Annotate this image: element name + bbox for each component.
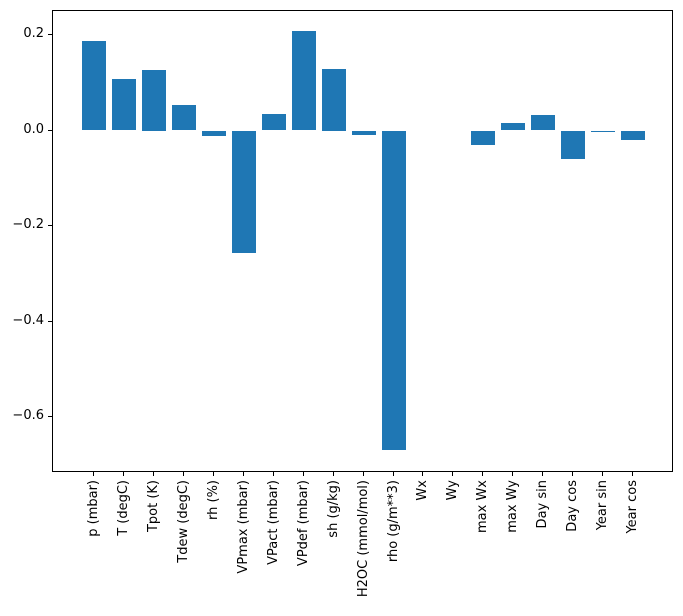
x-tick-mark — [482, 472, 483, 476]
plot-area — [52, 10, 673, 472]
x-tick-label-rh: rh (%) — [206, 480, 221, 520]
x-tick-label-wy: Wy — [445, 480, 460, 501]
x-tick-mark — [153, 472, 154, 476]
x-tick-label-h2oc-mmol-mol: H2OC (mmol/mol) — [356, 480, 371, 598]
bar-sh-g-kg — [322, 69, 346, 131]
x-tick-mark — [632, 472, 633, 476]
y-tick-label: −0.2 — [12, 217, 44, 232]
x-tick-label-wx: Wx — [415, 480, 430, 501]
bar-tdew-degc — [172, 105, 196, 130]
bar-rh — [202, 131, 226, 136]
x-tick-label-tpot-k: Tpot (K) — [146, 480, 161, 533]
bar-vpact-mbar — [262, 114, 286, 130]
x-tick-label-vpact-mbar: VPact (mbar) — [266, 480, 281, 565]
y-tick-mark — [48, 34, 52, 35]
bar-day-sin — [531, 115, 555, 130]
bar-max-wy — [501, 123, 525, 130]
x-tick-label-tdew-degc: Tdew (degC) — [176, 480, 191, 563]
y-tick-mark — [48, 416, 52, 417]
x-tick-label-p-mbar: p (mbar) — [86, 480, 101, 537]
x-tick-label-year-cos: Year cos — [625, 480, 640, 534]
bar-year-sin — [591, 131, 615, 132]
x-tick-label-t-degc: T (degC) — [116, 480, 131, 536]
x-tick-label-vpmax-mbar: VPmax (mbar) — [236, 480, 251, 574]
x-tick-label-day-cos: Day cos — [565, 480, 580, 532]
bar-t-degc — [112, 79, 136, 130]
bar-rho-g-m-3 — [382, 131, 406, 450]
x-tick-label-year-sin: Year sin — [595, 480, 610, 531]
y-tick-mark — [48, 130, 52, 131]
x-tick-label-vpdef-mbar: VPdef (mbar) — [296, 480, 311, 567]
y-tick-mark — [48, 321, 52, 322]
x-tick-mark — [452, 472, 453, 476]
x-tick-mark — [213, 472, 214, 476]
x-tick-mark — [123, 472, 124, 476]
y-tick-label: 0.2 — [23, 26, 44, 41]
y-tick-label: 0.0 — [23, 122, 44, 137]
x-tick-mark — [542, 472, 543, 476]
x-tick-mark — [303, 472, 304, 476]
bar-day-cos — [561, 131, 585, 159]
x-tick-label-rho-g-m-3: rho (g/m**3) — [386, 480, 401, 563]
x-tick-mark — [422, 472, 423, 476]
x-tick-mark — [363, 472, 364, 476]
y-tick-label: −0.4 — [12, 313, 44, 328]
x-tick-label-max-wy: max Wy — [505, 480, 520, 533]
bar-year-cos — [621, 131, 645, 140]
x-tick-mark — [393, 472, 394, 476]
x-tick-mark — [243, 472, 244, 476]
bar-vpdef-mbar — [292, 31, 316, 130]
bar-p-mbar — [82, 41, 106, 130]
x-tick-mark — [183, 472, 184, 476]
x-tick-mark — [572, 472, 573, 476]
x-tick-label-day-sin: Day sin — [535, 480, 550, 529]
y-tick-label: −0.6 — [12, 408, 44, 423]
x-tick-mark — [512, 472, 513, 476]
x-tick-label-sh-g-kg: sh (g/kg) — [326, 480, 341, 538]
x-tick-mark — [602, 472, 603, 476]
x-tick-label-max-wx: max Wx — [475, 480, 490, 534]
bar-max-wx — [471, 131, 495, 145]
x-tick-mark — [93, 472, 94, 476]
x-tick-mark — [273, 472, 274, 476]
x-tick-mark — [333, 472, 334, 476]
bar-vpmax-mbar — [232, 131, 256, 253]
bar-tpot-k — [142, 70, 166, 131]
bar-h2oc-mmol-mol — [352, 131, 376, 135]
y-tick-mark — [48, 225, 52, 226]
